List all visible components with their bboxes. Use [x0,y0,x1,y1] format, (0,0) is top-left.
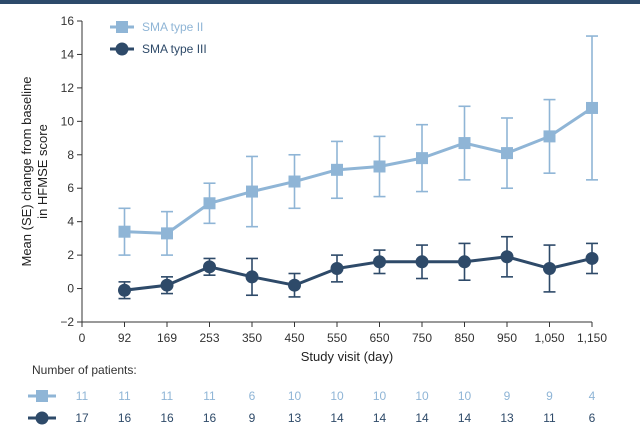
patients-row-circle-icon [35,411,49,425]
data-point-circle [415,255,429,269]
legend: SMA type II SMA type III [110,20,207,56]
data-point-square [416,152,428,165]
data-point-circle [245,270,259,284]
y-tick-label: 4 [67,215,74,229]
patients-count: 14 [458,411,472,425]
y-tick-label: 10 [61,114,75,128]
data-point-circle [203,260,216,274]
series-line [124,106,593,235]
legend-label: SMA type II [142,20,203,34]
x-tick-label: 1,150 [577,331,607,345]
data-point-circle [500,250,514,264]
y-tick-label: 16 [61,14,75,28]
data-point-circle [288,278,301,292]
patients-count: 11 [543,411,556,425]
patients-row-2: 17 16 16 16 9 13 14 14 14 14 13 11 6 [28,411,596,425]
patients-count: 10 [458,389,472,403]
legend-square-icon [116,21,128,33]
axes: −2 0 2 4 6 8 10 12 14 16 0 92 169 253 350 450 550 650 750 8… [19,14,607,364]
patients-count: 14 [373,411,387,425]
x-tick-label: 92 [118,331,132,345]
top-accent-bar [0,0,640,4]
patients-count: 11 [118,389,131,403]
patients-count: 11 [76,389,89,403]
data-point-square [246,185,258,198]
patients-row-1: 11 11 11 11 6 10 10 10 10 10 9 9 4 [28,389,596,403]
legend-label: SMA type III [142,42,207,56]
patients-count: 10 [288,389,302,403]
patients-count: 4 [589,389,596,403]
y-tick-label: 2 [67,248,74,262]
data-point-square [203,197,216,210]
data-point-circle [543,261,556,275]
data-point-circle [330,261,344,275]
patients-count: 10 [373,389,387,403]
series-line [124,255,593,292]
patients-count: 13 [288,411,302,425]
x-tick-label: 169 [157,331,177,345]
patients-count: 14 [330,411,344,425]
y-tick-label: 6 [67,181,74,195]
patients-count: 16 [160,411,174,425]
data-point-square [458,137,471,150]
legend-circle-icon [115,42,129,56]
x-tick-label: 550 [327,331,347,345]
x-tick-label: 950 [497,331,517,345]
patients-count: 10 [330,389,344,403]
data-point-square [161,227,173,240]
y-axis-title-line: in HFMSE score [35,124,50,219]
series-layer [118,35,599,300]
y-axis-title-line: Mean (SE) change from baseline [19,76,34,266]
x-tick-label: 350 [242,331,262,345]
patients-count: 9 [249,411,256,425]
series-2 [118,235,599,300]
data-point-square [586,101,598,114]
patients-table: Number of patients: 11 11 11 11 6 10 10 10 10 10 9 9… [28,363,596,425]
x-tick-label: 850 [454,331,474,345]
data-point-circle [373,255,386,269]
patients-count: 11 [203,389,216,403]
data-point-square [373,160,386,173]
y-tick-label: 12 [61,81,75,95]
y-tick-label: 14 [61,47,75,61]
series-1 [118,35,598,256]
y-tick-label: −2 [60,315,74,329]
patients-row-square-icon [36,390,48,402]
patients-count: 9 [546,389,553,403]
data-point-square [118,225,131,238]
patients-count: 13 [500,411,514,425]
y-tick-label: 0 [67,282,74,296]
x-tick-label: 253 [199,331,219,345]
data-point-circle [160,278,174,292]
patients-count: 14 [415,411,429,425]
x-axis-title: Study visit (day) [301,349,393,364]
data-point-circle [585,251,599,265]
patients-count: 16 [118,411,132,425]
data-point-circle [458,255,471,269]
x-tick-label: 450 [284,331,304,345]
patients-count: 17 [75,411,89,425]
x-tick-label: 650 [369,331,389,345]
x-tick-label: 0 [79,331,86,345]
x-tick-label: 750 [412,331,432,345]
patients-table-title: Number of patients: [32,363,137,377]
x-tick-label: 1,050 [534,331,564,345]
patients-count: 11 [161,389,174,403]
data-point-square [288,175,301,188]
data-point-square [501,147,513,160]
patients-count: 6 [249,389,256,403]
y-axis-title: Mean (SE) change from baselinein HFMSE s… [19,76,50,266]
data-point-circle [118,283,131,297]
patients-count: 10 [415,389,429,403]
patients-count: 6 [589,411,596,425]
patients-count: 9 [504,389,511,403]
data-point-square [543,130,556,143]
data-point-square [331,163,343,176]
patients-count: 16 [203,411,217,425]
y-tick-label: 8 [67,148,74,162]
